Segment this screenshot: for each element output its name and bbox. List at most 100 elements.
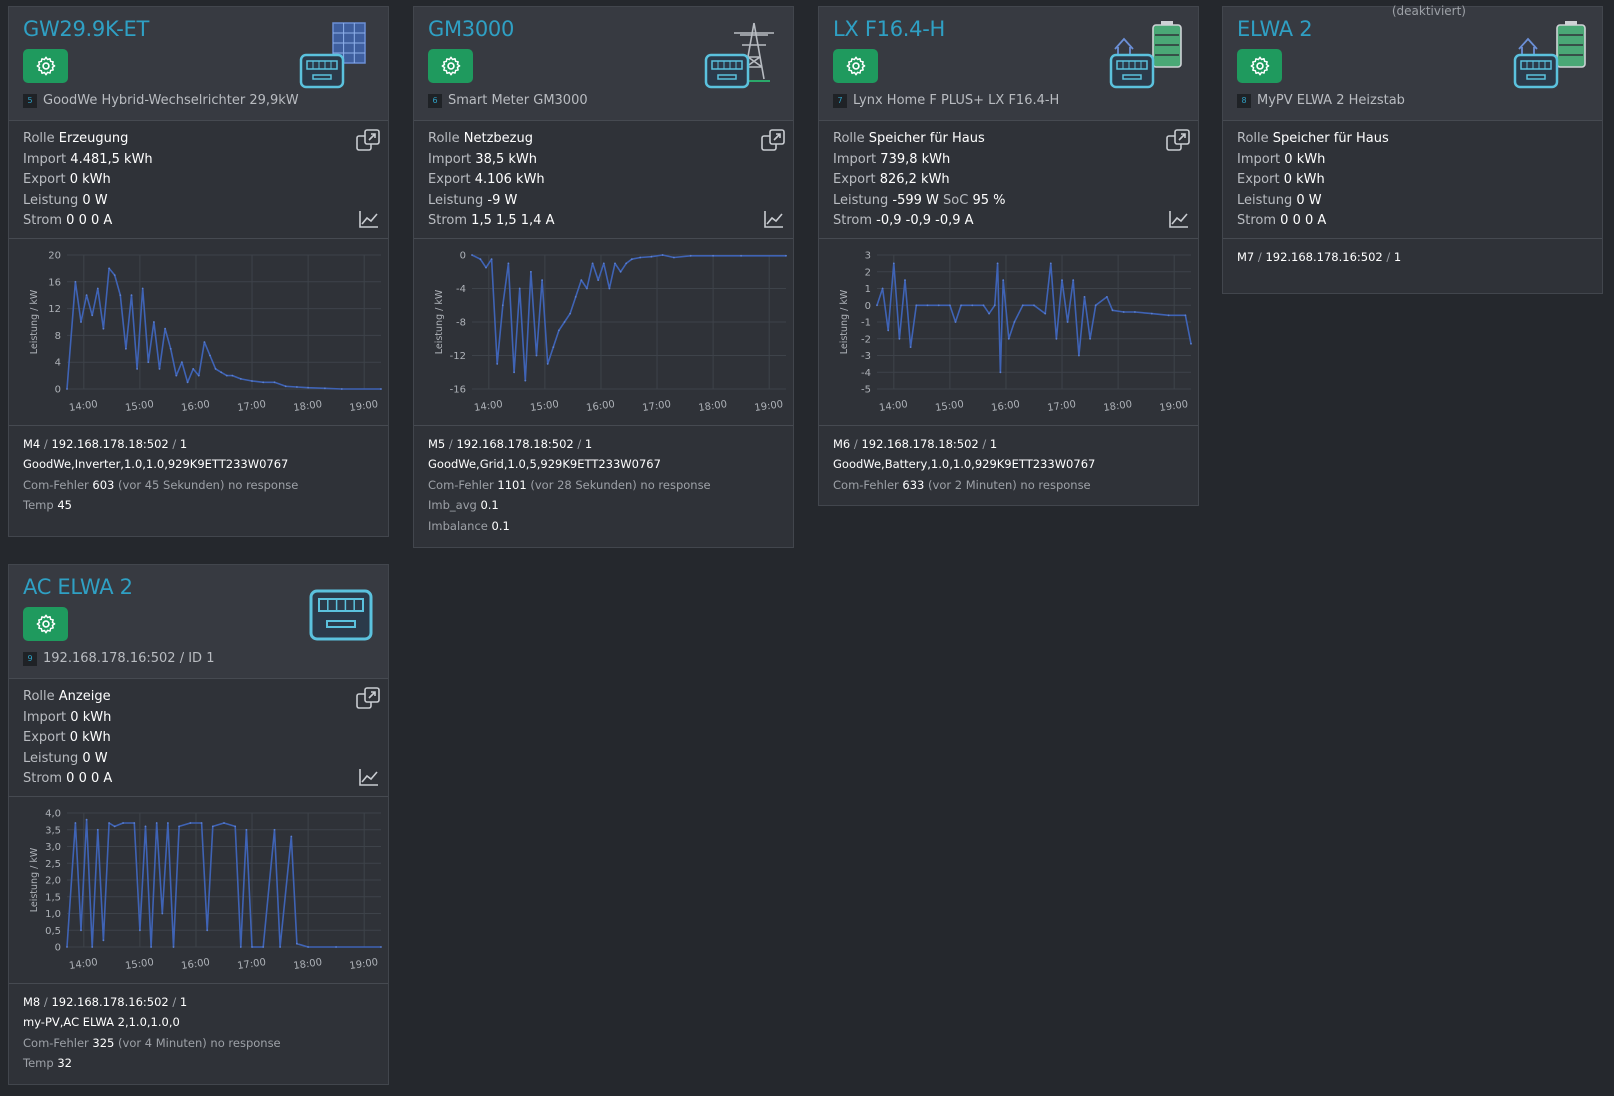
strom-value: 0 0 0 A xyxy=(1280,213,1327,228)
export-label: Export xyxy=(1237,172,1280,187)
strom-label: Strom xyxy=(23,771,63,786)
data-point xyxy=(245,828,248,831)
data-point xyxy=(80,928,82,931)
settings-button[interactable] xyxy=(23,49,68,83)
data-point xyxy=(108,267,110,269)
data-point xyxy=(982,303,985,306)
export-value: 826,2 kWh xyxy=(879,172,950,187)
soc-value: 95 % xyxy=(972,192,1006,208)
data-point xyxy=(167,821,169,824)
com-error-label: Com-Fehler xyxy=(23,1035,89,1050)
data-point xyxy=(563,320,566,323)
data-point xyxy=(239,945,242,948)
import-label: Import xyxy=(23,709,67,725)
data-point xyxy=(909,345,912,348)
data-point xyxy=(1134,310,1136,313)
card-info: Rolle Netzbezug Import 38,5 kWh Export 4… xyxy=(414,121,793,239)
gear-icon xyxy=(36,614,55,634)
data-point xyxy=(74,280,77,283)
x-tick-label: 18:00 xyxy=(293,399,323,414)
card-title[interactable]: GW29.9K-ET xyxy=(23,17,150,41)
com-error-count: 325 xyxy=(92,1035,115,1050)
data-point xyxy=(262,945,265,948)
gear-icon xyxy=(846,56,865,76)
data-point xyxy=(178,825,181,827)
device-number-badge: 8 xyxy=(1237,93,1251,108)
y-tick-label: 20 xyxy=(48,250,61,261)
line-chart-icon[interactable] xyxy=(358,209,380,229)
device-description: GoodWe Hybrid-Wechselrichter 29,9kW xyxy=(43,93,299,108)
settings-button[interactable] xyxy=(23,607,68,641)
card-title[interactable]: LX F16.4-H xyxy=(833,17,945,41)
imbalance-label: Imbalance xyxy=(428,518,488,533)
import-label: Import xyxy=(833,151,877,167)
data-point xyxy=(591,262,594,264)
settings-button[interactable] xyxy=(1237,49,1282,83)
open-external-icon[interactable] xyxy=(356,129,380,151)
y-tick-label: 4 xyxy=(55,357,61,368)
settings-button[interactable] xyxy=(833,49,878,83)
rolle-value: Erzeugung xyxy=(58,131,129,146)
y-axis-label: Leistung / kW xyxy=(29,847,40,912)
card-title[interactable]: AC ELWA 2 xyxy=(23,575,133,599)
data-point xyxy=(161,912,164,914)
modbus-address: 192.168.178.16:502 xyxy=(1265,249,1383,264)
data-point xyxy=(192,367,195,370)
x-tick-label: 17:00 xyxy=(237,399,267,414)
data-point xyxy=(85,818,88,821)
export-value: 0 kWh xyxy=(69,730,111,745)
y-axis-label: Leistung / kW xyxy=(29,289,40,354)
open-external-icon[interactable] xyxy=(761,129,785,151)
data-point xyxy=(650,255,653,258)
x-tick-label: 16:00 xyxy=(181,399,211,414)
data-point xyxy=(602,262,605,264)
card-header: GW29.9K-ET 5 GoodWe Hybrid-Wechselrichte… xyxy=(9,7,388,121)
data-point xyxy=(574,295,577,298)
rolle-label: Rolle xyxy=(428,131,460,146)
data-point xyxy=(130,293,133,296)
device-serial: GoodWe,Battery,1.0,1.0,929K9ETT233W0767 xyxy=(833,457,1096,471)
data-point xyxy=(296,942,298,945)
power-chart[interactable]: 4,0 3,5 3,0 2,5 2,0 1,5 1,0 0,5 0 14:00 15:00 16:00… xyxy=(9,797,388,984)
data-point xyxy=(125,347,127,350)
card-info: Rolle Speicher für Haus Import 0 kWh Exp… xyxy=(1223,121,1602,239)
com-error-label: Com-Fehler xyxy=(23,477,89,492)
data-point xyxy=(1190,342,1192,345)
data-point xyxy=(1061,278,1063,281)
strom-label: Strom xyxy=(23,213,63,228)
power-chart[interactable]: 20 16 12 8 4 0 14:00 15:00 16:00 17:00 18:00 19:00 L… xyxy=(9,239,388,426)
card-header: ELWA 2 (deaktiviert) 8 MyPV ELWA 2 Heizs… xyxy=(1223,4,1602,121)
device-number-badge: 5 xyxy=(23,93,37,108)
card-title[interactable]: GM3000 xyxy=(428,17,515,41)
data-point xyxy=(307,386,309,389)
card-header: LX F16.4-H 7 Lynx Home F PLUS+ LX F16.4-… xyxy=(819,7,1198,121)
line-chart-icon[interactable] xyxy=(1168,209,1190,229)
y-tick-label: -2 xyxy=(861,334,871,345)
line-chart-icon[interactable] xyxy=(358,767,380,787)
imbalance-value: 0.1 xyxy=(491,518,510,533)
series-line xyxy=(876,262,1192,373)
power-chart-svg: 20 16 12 8 4 0 14:00 15:00 16:00 17:00 18:00 19:00 L… xyxy=(29,250,382,414)
open-external-icon[interactable] xyxy=(1166,129,1190,151)
open-external-icon[interactable] xyxy=(356,687,380,709)
y-tick-label: 2,5 xyxy=(45,858,61,869)
data-point xyxy=(496,362,499,365)
x-tick-label: 14:00 xyxy=(878,399,908,414)
data-point xyxy=(552,345,555,348)
line-chart-icon[interactable] xyxy=(763,209,785,229)
x-tick-label: 19:00 xyxy=(349,399,379,414)
data-point xyxy=(619,270,622,273)
rolle-value: Anzeige xyxy=(58,689,111,704)
power-chart[interactable]: 3 2 1 0 -1 -2 -3 -4 -5 14:00 15:00 16:00 17:00 18:00 1… xyxy=(819,239,1198,426)
card-title[interactable]: ELWA 2 xyxy=(1237,17,1313,41)
settings-button[interactable] xyxy=(428,49,473,83)
status-deactivated: (deaktiviert) xyxy=(1391,4,1466,18)
data-point xyxy=(892,262,895,264)
data-point xyxy=(530,270,532,273)
data-point xyxy=(586,287,588,289)
data-point xyxy=(169,347,172,350)
power-chart[interactable]: 0 -4 -8 -12 -16 14:00 15:00 16:00 17:00 18:00 19:0… xyxy=(414,239,793,426)
leistung-label: Leistung xyxy=(23,192,79,208)
y-tick-label: -4 xyxy=(861,367,871,378)
card-subtitle: 9 192.168.178.16:502 / ID 1 xyxy=(23,651,214,666)
